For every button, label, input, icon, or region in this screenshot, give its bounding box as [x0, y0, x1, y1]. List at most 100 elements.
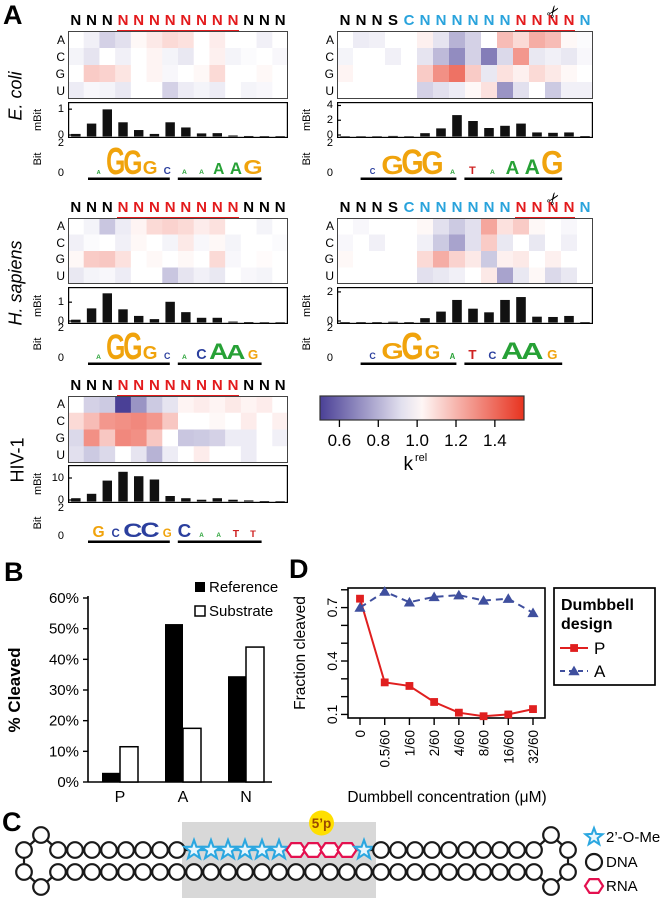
reference-bar [228, 676, 246, 782]
heatmap-cell [353, 218, 370, 235]
dna-circle [134, 841, 152, 859]
heatmap-row-label: U [56, 268, 65, 283]
colorbar-title-sup: rel [415, 452, 427, 464]
heatmap-row-label: A [56, 32, 65, 47]
mbit-bar [118, 471, 128, 502]
logo-letter: G [123, 144, 142, 182]
heatmap-cell [162, 396, 179, 414]
logo-letter: G [163, 528, 172, 540]
mbit-bar [484, 128, 494, 137]
heatmap-cell [178, 218, 195, 235]
heatmap-cell [68, 267, 85, 284]
species-label: E. coli [5, 71, 26, 121]
d-marker-p [529, 705, 537, 713]
heatmap-cell [545, 234, 562, 252]
logo-letter: A [199, 169, 204, 176]
mbit-bar [102, 480, 112, 502]
mbit-bar [259, 136, 270, 138]
sequence-logo: C GG G A T C AA G [360, 326, 563, 367]
heatmap-cell [68, 251, 85, 268]
header-letter: N [133, 12, 145, 29]
heatmap-cell [225, 31, 242, 49]
header-letter: N [419, 199, 431, 216]
heatmap-cell [115, 251, 132, 268]
mbit-bar [86, 493, 97, 502]
heatmap-cell [225, 65, 242, 83]
heatmap-cell [497, 234, 514, 252]
dna-circle [372, 863, 390, 881]
heatmap-cell [513, 31, 530, 49]
legend-star-icon [582, 825, 606, 847]
heatmap-cell [193, 31, 210, 49]
logo-letter: A [213, 161, 224, 178]
heatmap-cell [465, 251, 482, 268]
header-letter: N [211, 377, 223, 394]
colorbar-tick-label: 0.6 [328, 431, 352, 450]
heatmap-cell [209, 412, 226, 430]
rna-hexagon [319, 842, 341, 858]
heatmap-cell [561, 251, 578, 268]
d-marker-a [403, 596, 416, 607]
heatmap-cell [577, 267, 593, 284]
panel-b-bar-chart: 0% 10% 20% 30% 40% 50% 60% P A N % Cleaved Referenc… [0, 556, 300, 806]
header-letter: N [258, 199, 270, 216]
sequence-logo: C GGG A T A A A G [360, 142, 564, 182]
mbit-bar [86, 308, 97, 323]
logo-letter: A [450, 352, 456, 361]
d-marker-a [502, 593, 514, 603]
dna-circle [253, 863, 271, 881]
header-letter: N [86, 377, 97, 394]
heatmap-cell [68, 446, 85, 463]
header-letter: N [579, 12, 591, 29]
mbit-axis-label: mBit [301, 109, 313, 131]
heatmap-cell [240, 429, 258, 447]
header-letter: N [117, 377, 129, 394]
dna-circle [168, 841, 186, 859]
heatmap-row-label: G [55, 252, 65, 267]
dna-circle [423, 863, 441, 881]
heatmap-cell [545, 218, 562, 235]
header-letter: N [371, 199, 383, 216]
header-letter: N [467, 12, 479, 29]
d-legend-title: design [561, 616, 613, 633]
header-letter: N [499, 12, 511, 29]
heatmap-row-label: U [325, 83, 334, 98]
loop-dna-circle [15, 841, 33, 859]
heatmap-cell [99, 412, 116, 430]
heatmap-cell [369, 267, 386, 284]
heatmap-cell [99, 251, 116, 268]
logo-letter: C [178, 520, 192, 541]
heatmap-cell [577, 251, 593, 268]
d-marker-a [477, 595, 490, 605]
heatmap-cell [178, 251, 195, 268]
heatmap-cell [162, 251, 179, 268]
mbit-bar [259, 501, 270, 502]
header-letter: N [531, 199, 543, 216]
header-letter: N [451, 12, 463, 29]
substrate-bar [245, 646, 265, 783]
heatmap-cell [178, 446, 195, 463]
heatmap-cell [178, 429, 195, 447]
heatmap-cell [162, 234, 179, 252]
heatmap-cell [529, 251, 546, 268]
heatmap-cell [449, 251, 466, 268]
heatmap-row-label: G [55, 66, 65, 81]
heatmap-cell [497, 251, 514, 268]
heatmap [68, 31, 288, 99]
heatmap-cell [433, 82, 450, 99]
header-letter: N [547, 199, 559, 216]
d-xtick-label: 4/60 [452, 730, 467, 756]
heatmap-cell [146, 429, 163, 447]
header-letter: N [258, 377, 270, 394]
heatmap-cell [193, 396, 210, 414]
mbit-plot [68, 287, 288, 324]
heatmap-cell [162, 267, 179, 284]
mbit-bar [212, 498, 222, 502]
header-letter: C [403, 199, 415, 216]
dna-circle [457, 863, 475, 881]
heatmap-cell [337, 251, 354, 268]
d-legend-marker-p [570, 644, 578, 652]
bit-axis-label: Bit [32, 152, 44, 166]
heatmap-cell [401, 251, 418, 268]
header-letter: N [180, 199, 192, 216]
